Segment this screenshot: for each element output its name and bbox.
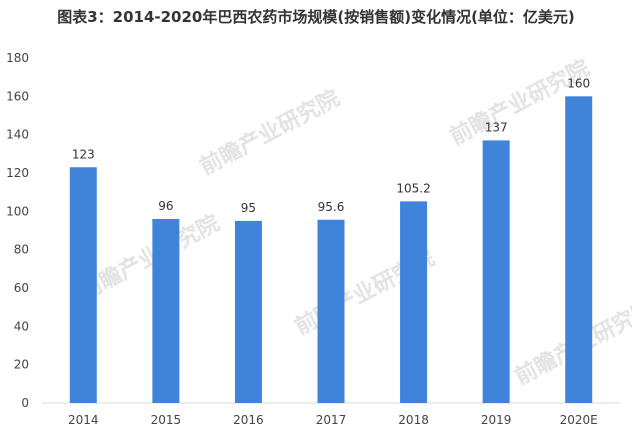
bar-2017 (317, 219, 345, 403)
y-tick-label: 40 (14, 319, 29, 333)
y-tick-label: 140 (6, 128, 29, 142)
watermark-text: 前瞻产业研究院 (196, 85, 344, 180)
y-tick-label: 80 (14, 243, 29, 257)
y-tick-label: 120 (6, 166, 29, 180)
chart-title: 图表3：2014-2020年巴西农药市场规模(按销售额)变化情况(单位：亿美元) (57, 8, 575, 26)
bar-2019 (482, 140, 510, 403)
chart-axis: 0 20 40 60 80 100 120 140 160 180 (6, 51, 620, 410)
data-label: 160 (567, 76, 590, 90)
y-tick-label: 160 (6, 89, 29, 103)
x-tick-label: 2019 (481, 413, 512, 427)
data-label: 105.2 (396, 181, 430, 195)
y-tick-label: 180 (6, 51, 29, 65)
bar-2014 (69, 167, 97, 403)
bar-2016 (234, 220, 262, 403)
x-tick-label: 2020E (560, 413, 598, 427)
data-label: 95.6 (318, 200, 345, 214)
data-labels: 2014 123 2015 96 2016 95 2017 95.6 2018 105.2 2019… (68, 76, 598, 427)
data-label: 137 (485, 120, 508, 134)
x-tick-label: 2017 (316, 413, 347, 427)
data-label: 96 (158, 199, 173, 213)
bar-2020E (565, 96, 593, 403)
y-tick-label: 20 (14, 358, 29, 372)
bar-2015 (152, 219, 180, 403)
y-tick-label: 100 (6, 204, 29, 218)
x-tick-label: 2015 (151, 413, 182, 427)
x-tick-label: 2014 (68, 413, 99, 427)
watermark-text: 前瞻产业研究院 (76, 210, 224, 305)
data-label: 95 (241, 201, 256, 215)
bar-2018 (400, 201, 428, 403)
y-tick-label: 0 (21, 396, 29, 410)
data-label: 123 (72, 147, 95, 161)
y-tick-label: 60 (14, 281, 29, 295)
x-tick-label: 2016 (233, 413, 264, 427)
bar-series (69, 96, 593, 403)
x-tick-label: 2018 (398, 413, 429, 427)
